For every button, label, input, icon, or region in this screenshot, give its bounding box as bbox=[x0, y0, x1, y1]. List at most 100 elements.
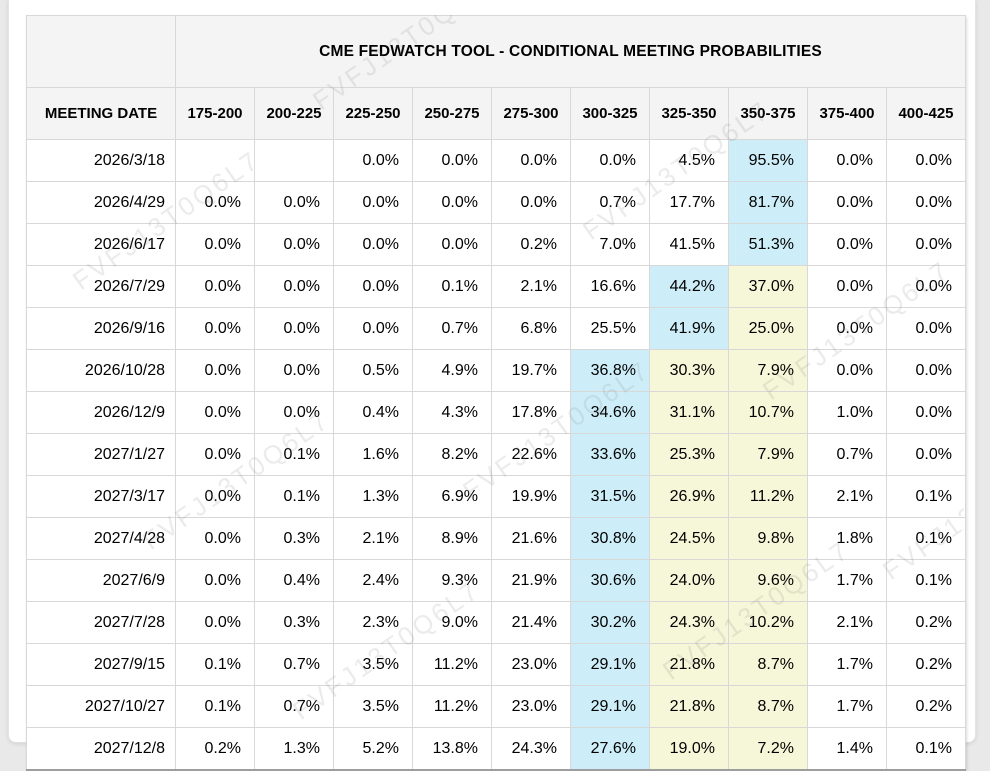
probability-cell: 21.6% bbox=[491, 517, 571, 560]
probability-cell: 1.0% bbox=[807, 391, 887, 434]
table-row: 2027/4/28 0.0% 0.3% 2.1% 8.9% 21.6% 30.8% 24.5%… bbox=[26, 517, 966, 560]
probability-cell: 0.0% bbox=[175, 181, 255, 224]
probability-cell: 0.0% bbox=[175, 517, 255, 560]
probability-cell: 24.0% bbox=[649, 559, 729, 602]
probability-cell: 0.0% bbox=[254, 349, 334, 392]
probability-cell: 0.2% bbox=[886, 643, 966, 686]
probability-cell: 0.1% bbox=[254, 475, 334, 518]
probability-cell: 0.4% bbox=[254, 559, 334, 602]
probability-cell: 11.2% bbox=[728, 475, 808, 518]
probability-cell: 0.0% bbox=[254, 181, 334, 224]
probability-cell: 0.0% bbox=[491, 139, 571, 182]
probability-cell: 17.7% bbox=[649, 181, 729, 224]
probability-cell: 51.3% bbox=[728, 223, 808, 266]
meeting-date-cell: 2026/12/9 bbox=[26, 391, 176, 434]
probability-cell: 0.2% bbox=[491, 223, 571, 266]
table-row: 2026/6/17 0.0% 0.0% 0.0% 0.0% 0.2% 7.0% 41.5% 51… bbox=[26, 223, 966, 266]
probability-cell: 1.6% bbox=[333, 433, 413, 476]
meeting-date-cell: 2027/6/9 bbox=[26, 559, 176, 602]
probability-cell: 31.5% bbox=[570, 475, 650, 518]
probability-cell: 0.0% bbox=[807, 265, 887, 308]
meeting-date-cell: 2027/4/28 bbox=[26, 517, 176, 560]
probability-cell: 23.0% bbox=[491, 685, 571, 728]
probability-cell: 0.0% bbox=[333, 307, 413, 350]
probability-cell: 2.3% bbox=[333, 601, 413, 644]
probability-cell: 2.1% bbox=[807, 475, 887, 518]
probability-cell: 0.2% bbox=[886, 601, 966, 644]
table-row: 2026/12/9 0.0% 0.0% 0.4% 4.3% 17.8% 34.6% 31.1%… bbox=[26, 391, 966, 434]
table-title: CME FEDWATCH TOOL - CONDITIONAL MEETING … bbox=[175, 15, 966, 88]
probability-cell: 10.7% bbox=[728, 391, 808, 434]
probability-cell: 0.7% bbox=[570, 181, 650, 224]
probability-cell: 0.0% bbox=[175, 559, 255, 602]
probability-cell: 30.6% bbox=[570, 559, 650, 602]
probability-cell: 2.4% bbox=[333, 559, 413, 602]
probability-cell: 0.0% bbox=[175, 433, 255, 476]
probability-cell: 0.7% bbox=[254, 685, 334, 728]
probability-cell: 0.0% bbox=[175, 265, 255, 308]
probability-cell: 21.4% bbox=[491, 601, 571, 644]
probability-cell: 29.1% bbox=[570, 643, 650, 686]
probability-cell: 0.0% bbox=[886, 349, 966, 392]
probability-cell: 8.9% bbox=[412, 517, 492, 560]
probability-cell: 31.1% bbox=[649, 391, 729, 434]
table-row: 2026/7/29 0.0% 0.0% 0.0% 0.1% 2.1% 16.6% 44.2% 3… bbox=[26, 265, 966, 308]
probability-cell: 19.7% bbox=[491, 349, 571, 392]
probability-cell: 8.7% bbox=[728, 685, 808, 728]
rate-range-header: 250-275 bbox=[412, 87, 492, 140]
page-card: CME FEDWATCH TOOL - CONDITIONAL MEETING … bbox=[8, 0, 976, 771]
table-row: 2026/4/29 0.0% 0.0% 0.0% 0.0% 0.0% 0.7% 17.7% 81… bbox=[26, 181, 966, 224]
probability-cell: 0.0% bbox=[175, 223, 255, 266]
probability-cell: 7.9% bbox=[728, 433, 808, 476]
meeting-date-cell: 2027/9/15 bbox=[26, 643, 176, 686]
rate-range-header: 225-250 bbox=[333, 87, 413, 140]
probability-cell: 10.2% bbox=[728, 601, 808, 644]
probability-cell: 0.3% bbox=[254, 517, 334, 560]
probability-cell: 7.2% bbox=[728, 727, 808, 771]
meeting-date-cell: 2026/6/17 bbox=[26, 223, 176, 266]
probability-cell bbox=[175, 139, 255, 182]
probability-cell: 2.1% bbox=[333, 517, 413, 560]
probability-cell: 0.0% bbox=[807, 139, 887, 182]
meeting-date-header: MEETING DATE bbox=[26, 87, 176, 140]
probability-cell: 0.0% bbox=[886, 139, 966, 182]
probability-cell: 0.1% bbox=[886, 475, 966, 518]
rate-range-header: 325-350 bbox=[649, 87, 729, 140]
meeting-date-cell: 2026/4/29 bbox=[26, 181, 176, 224]
title-row: CME FEDWATCH TOOL - CONDITIONAL MEETING … bbox=[26, 15, 966, 88]
probability-cell: 13.8% bbox=[412, 727, 492, 771]
probability-cell: 0.1% bbox=[175, 643, 255, 686]
probability-cell: 95.5% bbox=[728, 139, 808, 182]
probability-cell: 9.6% bbox=[728, 559, 808, 602]
probability-cell: 0.0% bbox=[491, 181, 571, 224]
table-row: 2027/10/27 0.1% 0.7% 3.5% 11.2% 23.0% 29.1% 21.… bbox=[26, 685, 966, 728]
probability-cell: 0.0% bbox=[175, 601, 255, 644]
probability-cell: 4.9% bbox=[412, 349, 492, 392]
table-row: 2026/10/28 0.0% 0.0% 0.5% 4.9% 19.7% 36.8% 30.3… bbox=[26, 349, 966, 392]
probability-cell: 26.9% bbox=[649, 475, 729, 518]
probability-cell: 1.4% bbox=[807, 727, 887, 771]
probability-cell: 25.0% bbox=[728, 307, 808, 350]
probability-cell: 0.0% bbox=[175, 391, 255, 434]
rate-range-header: 400-425 bbox=[886, 87, 966, 140]
probability-cell: 0.0% bbox=[175, 349, 255, 392]
probability-cell: 3.5% bbox=[333, 685, 413, 728]
probability-cell: 8.2% bbox=[412, 433, 492, 476]
probability-cell: 0.0% bbox=[175, 307, 255, 350]
table-row: 2027/3/17 0.0% 0.1% 1.3% 6.9% 19.9% 31.5% 26.9%… bbox=[26, 475, 966, 518]
meeting-date-cell: 2027/7/28 bbox=[26, 601, 176, 644]
probability-cell: 0.0% bbox=[254, 307, 334, 350]
probability-cell: 1.7% bbox=[807, 685, 887, 728]
probability-cell: 9.3% bbox=[412, 559, 492, 602]
meeting-date-cell: 2026/7/29 bbox=[26, 265, 176, 308]
probability-cell: 1.7% bbox=[807, 643, 887, 686]
probability-cell: 0.1% bbox=[886, 517, 966, 560]
probability-cell: 1.3% bbox=[333, 475, 413, 518]
probability-cell: 1.3% bbox=[254, 727, 334, 771]
probability-cell: 0.0% bbox=[412, 139, 492, 182]
probability-cell: 24.3% bbox=[649, 601, 729, 644]
probability-cell: 21.9% bbox=[491, 559, 571, 602]
probability-cell: 24.3% bbox=[491, 727, 571, 771]
probability-cell: 0.0% bbox=[254, 391, 334, 434]
probability-cell: 0.0% bbox=[333, 265, 413, 308]
